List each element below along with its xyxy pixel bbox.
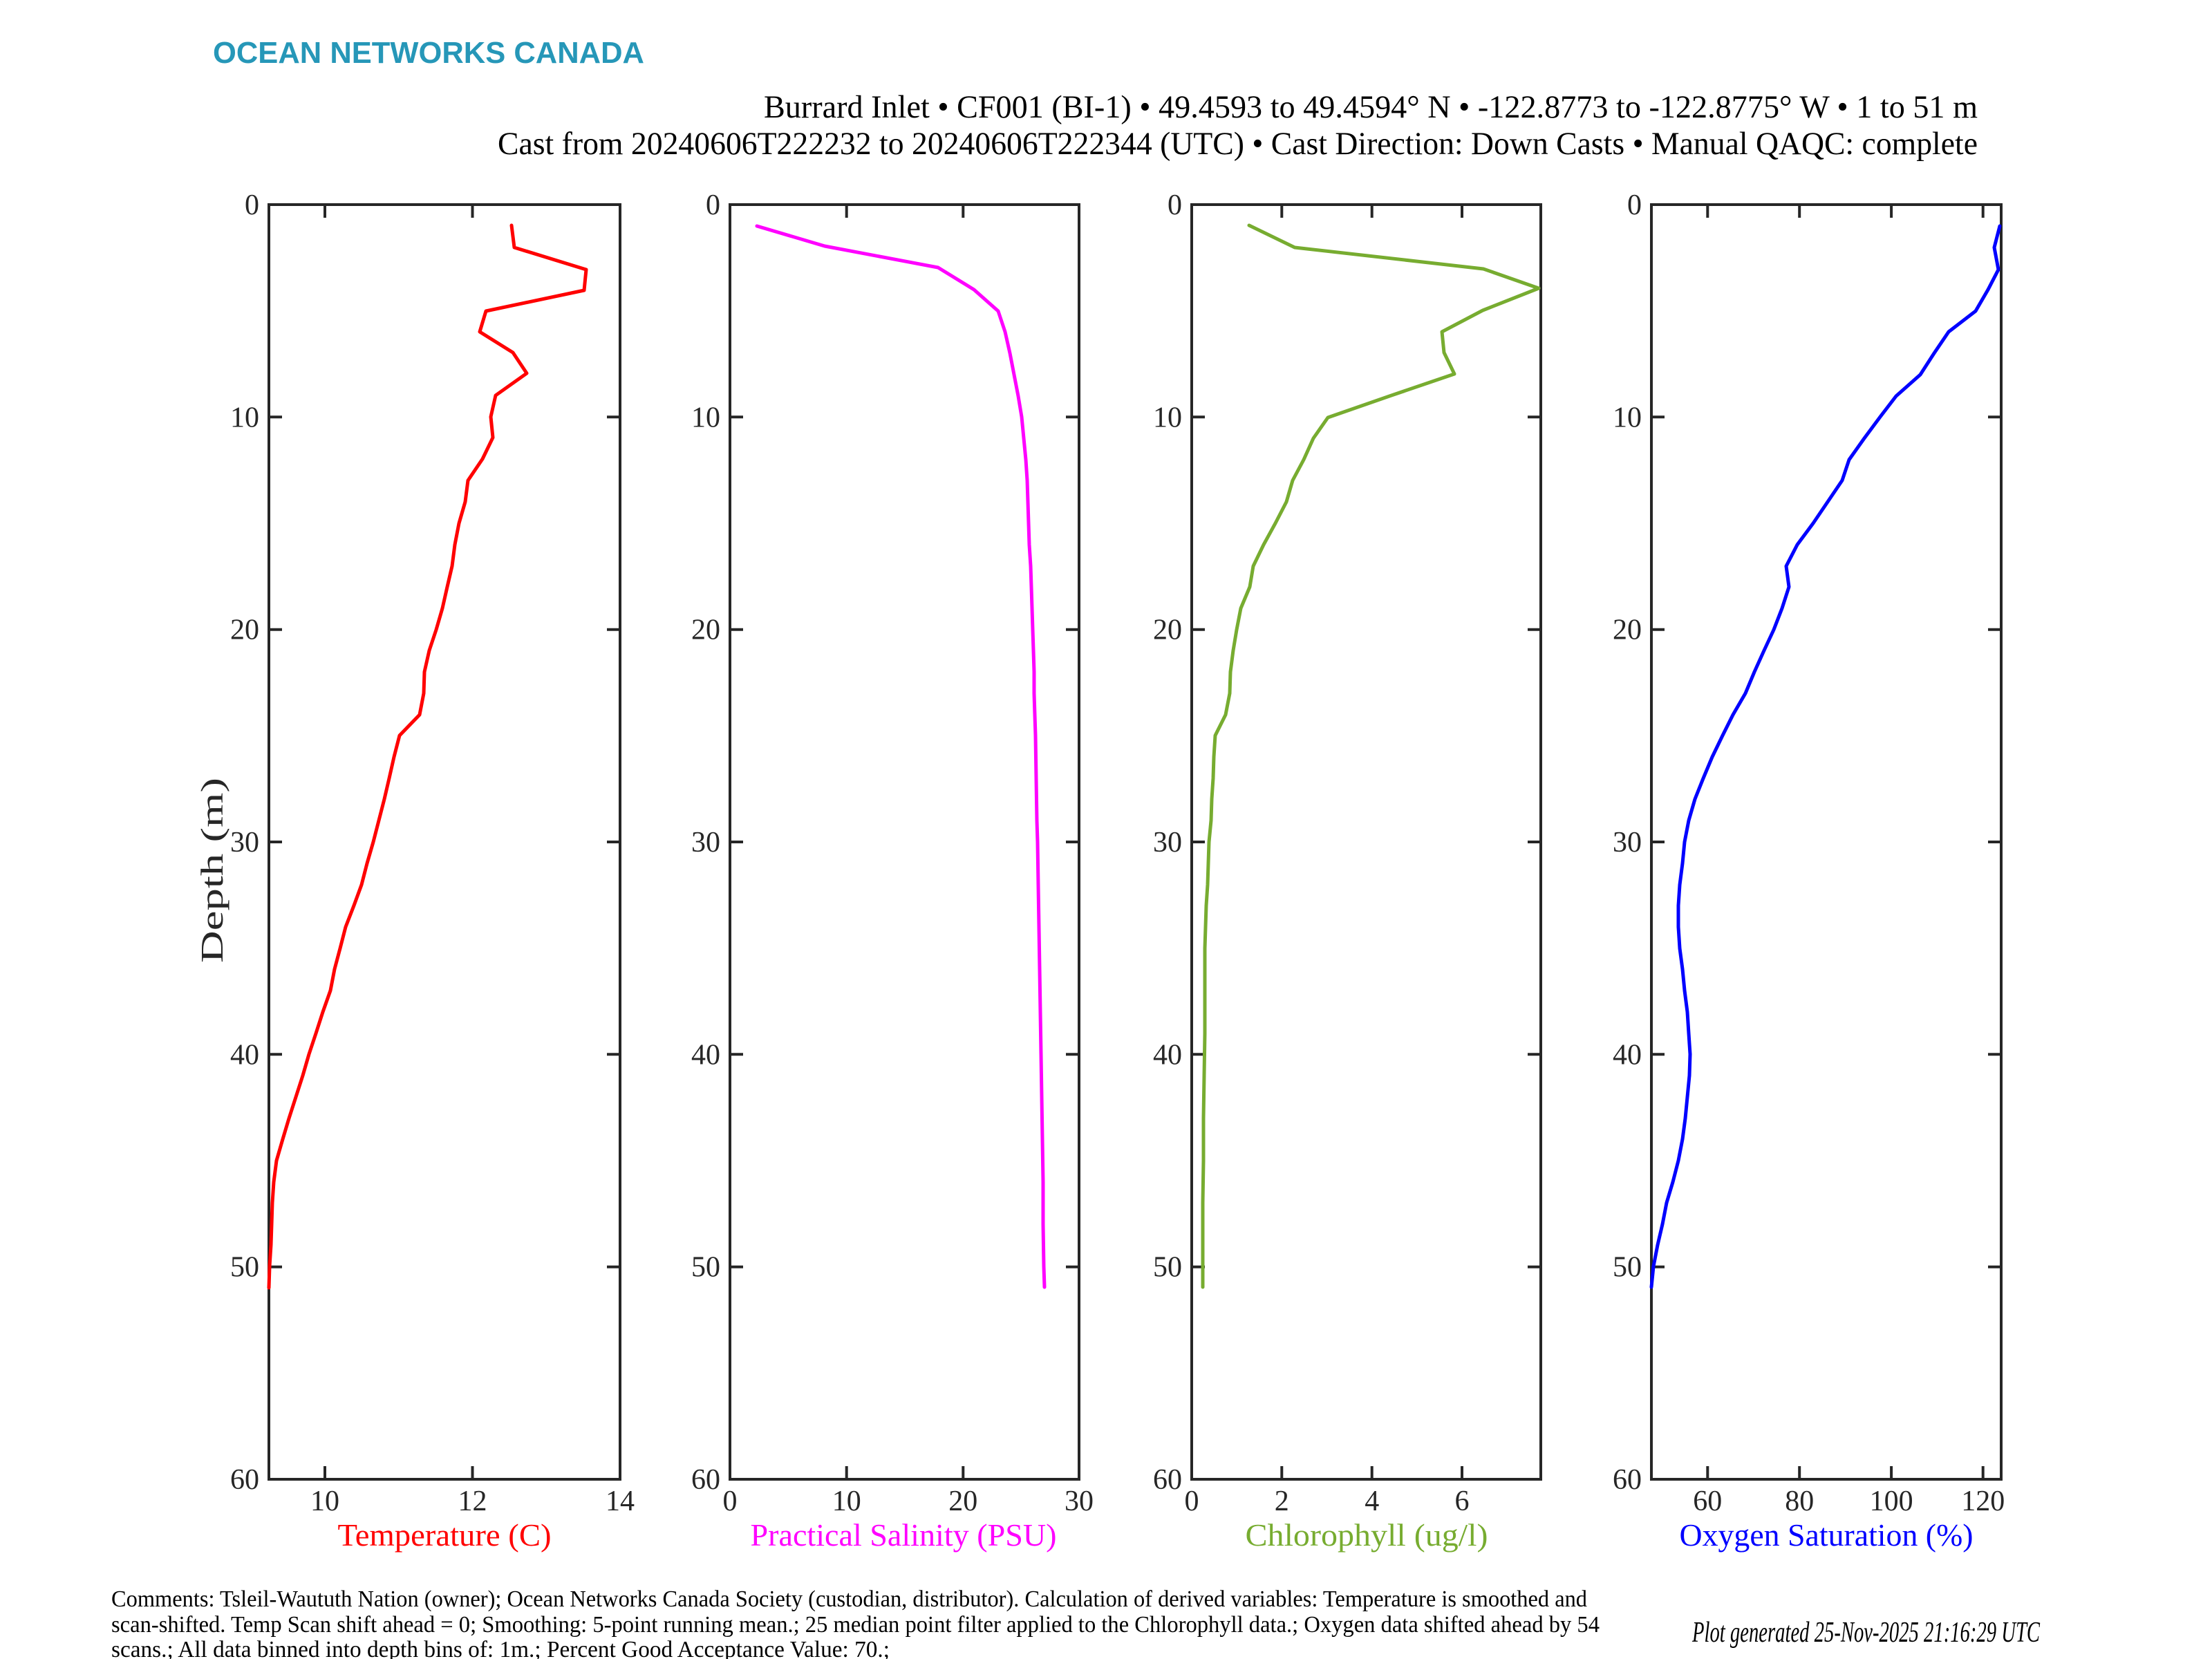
svg-text:Depth (m): Depth (m) [194,778,229,963]
svg-text:30: 30 [1153,827,1182,859]
svg-text:60: 60 [1153,1464,1182,1496]
svg-text:OCEAN NETWORKS CANADA: OCEAN NETWORKS CANADA [213,36,644,70]
svg-text:50: 50 [1613,1252,1642,1284]
svg-text:Comments: Tsleil-Waututh Natio: Comments: Tsleil-Waututh Nation (owner);… [111,1586,1587,1612]
svg-text:60: 60 [1613,1464,1642,1496]
svg-text:80: 80 [1785,1485,1814,1517]
svg-text:Chlorophyll (ug/l): Chlorophyll (ug/l) [1246,1517,1488,1553]
svg-text:Temperature (C): Temperature (C) [338,1517,552,1553]
svg-text:2: 2 [1275,1485,1289,1517]
svg-text:40: 40 [230,1039,259,1071]
svg-text:50: 50 [691,1252,720,1284]
svg-text:30: 30 [1613,827,1642,859]
svg-text:60: 60 [230,1464,259,1496]
svg-text:20: 20 [1153,615,1182,646]
svg-text:Plot generated 25-Nov-2025 21:: Plot generated 25-Nov-2025 21:16:29 UTC [1691,1617,2040,1649]
svg-text:50: 50 [1153,1252,1182,1284]
svg-text:0: 0 [723,1485,738,1517]
svg-text:100: 100 [1870,1485,1913,1517]
svg-text:40: 40 [1153,1039,1182,1071]
svg-text:10: 10 [1153,402,1182,433]
svg-text:30: 30 [691,827,720,859]
svg-text:Practical Salinity (PSU): Practical Salinity (PSU) [751,1517,1057,1553]
svg-text:0: 0 [245,189,259,221]
svg-text:14: 14 [606,1485,635,1517]
svg-text:0: 0 [706,189,720,221]
svg-text:20: 20 [1613,615,1642,646]
svg-text:10: 10 [691,402,720,433]
svg-text:20: 20 [948,1485,977,1517]
svg-text:Cast from 20240606T222232 to 2: Cast from 20240606T222232 to 20240606T22… [498,126,1978,162]
svg-text:60: 60 [1693,1485,1722,1517]
svg-text:10: 10 [310,1485,339,1517]
svg-text:scan-shifted. Temp Scan shift: scan-shifted. Temp Scan shift ahead = 0;… [111,1612,1600,1638]
svg-text:10: 10 [832,1485,861,1517]
svg-text:40: 40 [691,1039,720,1071]
svg-text:20: 20 [691,615,720,646]
svg-text:6: 6 [1455,1485,1470,1517]
svg-text:scans.; All data binned into d: scans.; All data binned into depth bins … [111,1637,890,1659]
svg-text:120: 120 [1961,1485,2005,1517]
svg-text:0: 0 [1168,189,1182,221]
svg-text:10: 10 [230,402,259,433]
svg-text:Burrard Inlet • CF001 (BI-1) •: Burrard Inlet • CF001 (BI-1) • 49.4593 t… [764,89,1978,125]
svg-text:40: 40 [1613,1039,1642,1071]
svg-text:20: 20 [230,615,259,646]
svg-text:60: 60 [691,1464,720,1496]
svg-text:50: 50 [230,1252,259,1284]
svg-text:12: 12 [458,1485,487,1517]
svg-text:30: 30 [230,827,259,859]
svg-text:0: 0 [1185,1485,1199,1517]
svg-text:30: 30 [1065,1485,1094,1517]
svg-text:10: 10 [1613,402,1642,433]
svg-text:Oxygen Saturation (%): Oxygen Saturation (%) [1680,1517,1974,1553]
svg-text:4: 4 [1365,1485,1379,1517]
svg-text:0: 0 [1627,189,1642,221]
